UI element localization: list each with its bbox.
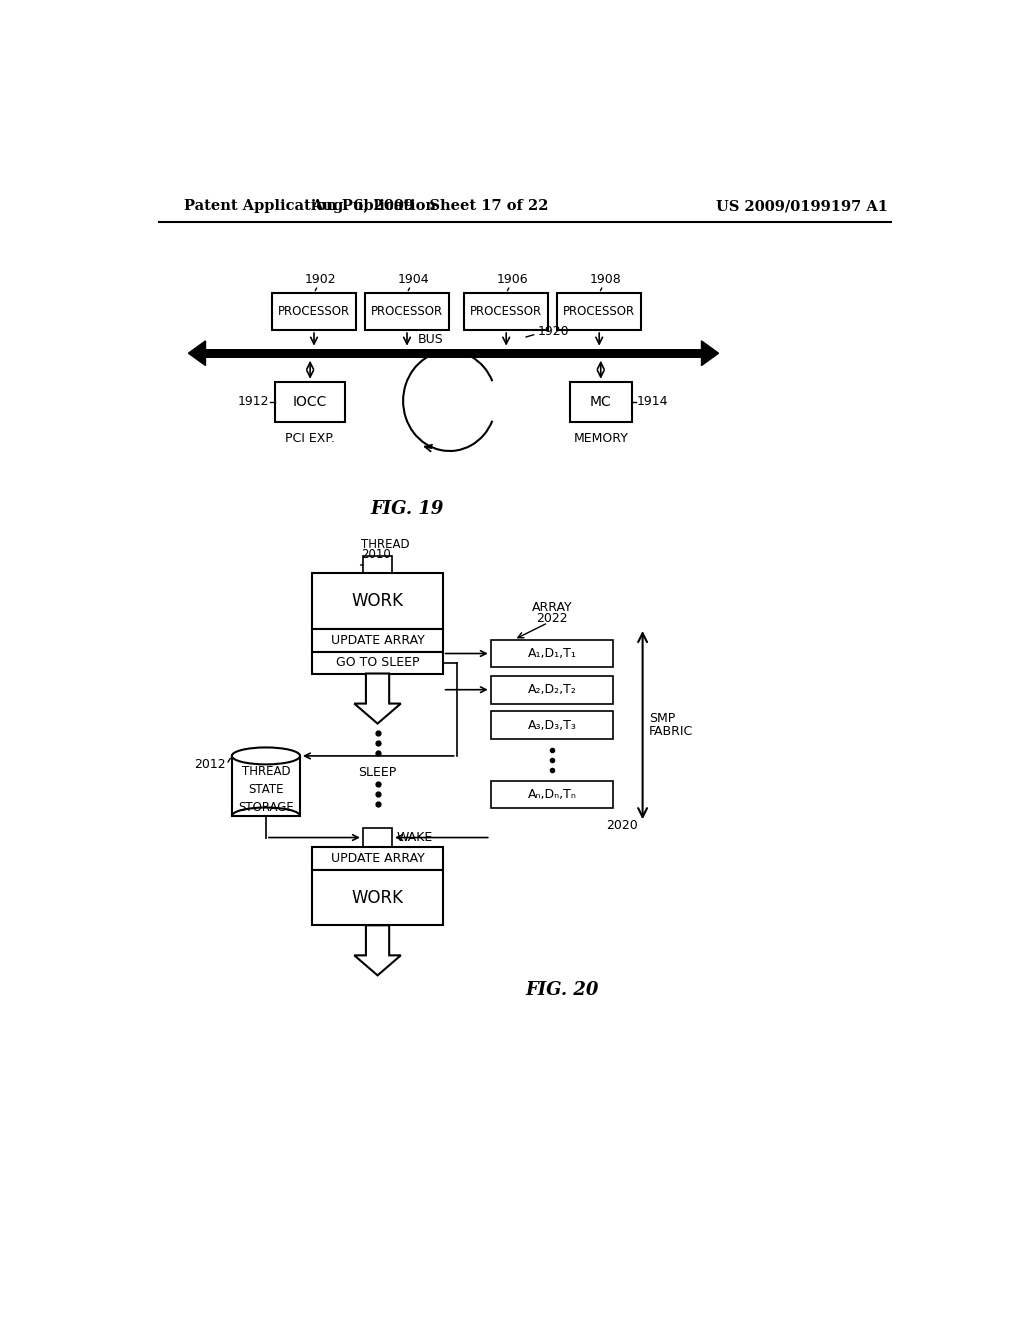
FancyBboxPatch shape: [490, 676, 613, 704]
Text: Aug. 6, 2009   Sheet 17 of 22: Aug. 6, 2009 Sheet 17 of 22: [311, 199, 549, 213]
Polygon shape: [354, 673, 400, 723]
Text: 1902: 1902: [304, 273, 336, 286]
Text: MC: MC: [590, 395, 611, 409]
Text: 1920: 1920: [538, 325, 568, 338]
Text: FABRIC: FABRIC: [649, 725, 693, 738]
FancyBboxPatch shape: [362, 557, 392, 573]
Text: 1906: 1906: [497, 273, 528, 286]
Text: Patent Application Publication: Patent Application Publication: [183, 199, 436, 213]
FancyBboxPatch shape: [490, 780, 613, 808]
FancyBboxPatch shape: [312, 652, 442, 673]
Text: 2022: 2022: [537, 611, 567, 624]
Text: SMP: SMP: [649, 713, 675, 726]
Text: US 2009/0199197 A1: US 2009/0199197 A1: [716, 199, 888, 213]
FancyBboxPatch shape: [231, 756, 300, 816]
FancyBboxPatch shape: [464, 293, 548, 330]
Text: WORK: WORK: [351, 593, 403, 610]
Text: 2012: 2012: [194, 758, 225, 771]
Text: MEMORY: MEMORY: [573, 432, 628, 445]
Text: IOCC: IOCC: [293, 395, 328, 409]
Text: A₁,D₁,T₁: A₁,D₁,T₁: [527, 647, 577, 660]
Text: BUS: BUS: [418, 333, 443, 346]
Text: 1904: 1904: [397, 273, 429, 286]
Text: PCI EXP.: PCI EXP.: [286, 432, 335, 445]
Text: PROCESSOR: PROCESSOR: [470, 305, 543, 318]
FancyBboxPatch shape: [275, 381, 345, 422]
Text: UPDATE ARRAY: UPDATE ARRAY: [331, 851, 424, 865]
FancyBboxPatch shape: [312, 847, 442, 870]
Text: WAKE: WAKE: [397, 832, 433, 843]
Text: ARRAY: ARRAY: [531, 601, 572, 614]
Polygon shape: [701, 341, 719, 366]
Text: SLEEP: SLEEP: [358, 766, 396, 779]
Text: GO TO SLEEP: GO TO SLEEP: [336, 656, 419, 669]
Text: 1914: 1914: [636, 395, 668, 408]
Text: PROCESSOR: PROCESSOR: [563, 305, 635, 318]
Text: FIG. 19: FIG. 19: [371, 500, 443, 517]
FancyBboxPatch shape: [312, 573, 442, 628]
FancyBboxPatch shape: [490, 640, 613, 668]
Text: PROCESSOR: PROCESSOR: [278, 305, 350, 318]
FancyBboxPatch shape: [272, 293, 356, 330]
Text: WORK: WORK: [351, 888, 403, 907]
Text: THREAD: THREAD: [361, 539, 410, 552]
FancyBboxPatch shape: [206, 348, 701, 358]
FancyBboxPatch shape: [312, 628, 442, 652]
Text: A₃,D₃,T₃: A₃,D₃,T₃: [527, 718, 577, 731]
Text: 2020: 2020: [606, 820, 638, 833]
Text: THREAD
STATE
STORAGE: THREAD STATE STORAGE: [238, 766, 294, 814]
Text: UPDATE ARRAY: UPDATE ARRAY: [331, 634, 424, 647]
FancyBboxPatch shape: [362, 829, 392, 847]
FancyBboxPatch shape: [312, 870, 442, 925]
Text: Aₙ,Dₙ,Tₙ: Aₙ,Dₙ,Tₙ: [527, 788, 577, 801]
Ellipse shape: [231, 747, 300, 764]
Text: A₂,D₂,T₂: A₂,D₂,T₂: [527, 684, 577, 696]
FancyBboxPatch shape: [569, 381, 632, 422]
FancyBboxPatch shape: [557, 293, 641, 330]
Text: 1908: 1908: [590, 273, 622, 286]
Text: 2010: 2010: [361, 548, 391, 561]
Text: FIG. 20: FIG. 20: [525, 981, 599, 999]
Text: 1912: 1912: [238, 395, 269, 408]
FancyBboxPatch shape: [490, 711, 613, 739]
Polygon shape: [354, 925, 400, 975]
Text: PROCESSOR: PROCESSOR: [371, 305, 443, 318]
Polygon shape: [188, 341, 206, 366]
FancyBboxPatch shape: [366, 293, 449, 330]
